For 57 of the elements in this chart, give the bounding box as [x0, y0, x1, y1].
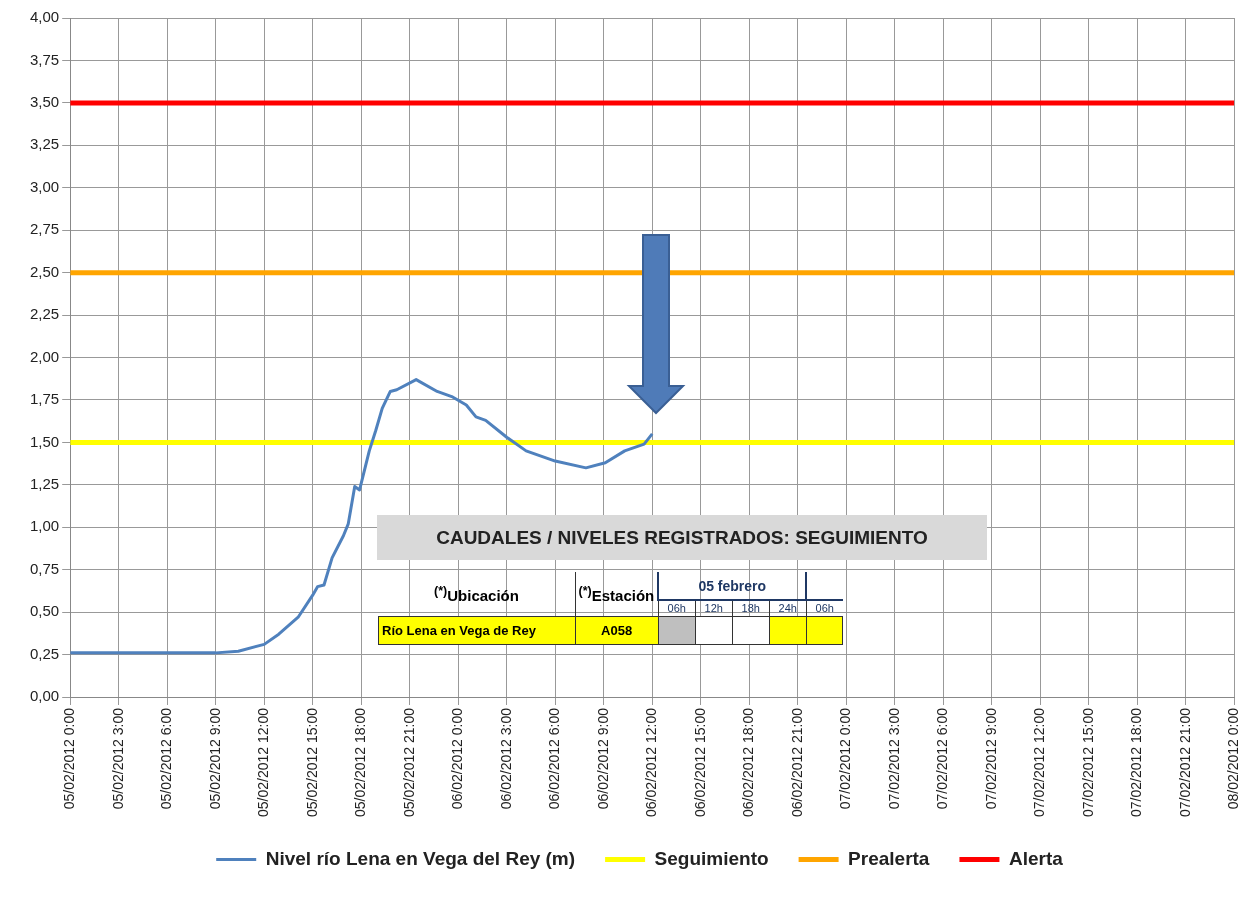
x-tick-label: 06/02/2012 9:00: [594, 707, 611, 810]
legend-label: Seguimiento: [654, 847, 769, 869]
legend-label: Nivel río Lena en Vega del Rey (m): [265, 847, 576, 869]
annotation: $^{(*)}$Ubicación: [378, 572, 575, 616]
x-tick-label: 06/02/2012 15:00: [691, 707, 708, 818]
y-tick-label: 3,50: [29, 93, 60, 111]
x-tick-label: 07/02/2012 21:00: [1176, 707, 1193, 818]
y-tick-label: 3,25: [29, 135, 60, 153]
annotation: 18h: [732, 600, 770, 616]
y-tick-label: 0,75: [29, 559, 60, 577]
y-tick-label: 0,25: [29, 644, 60, 662]
x-tick-label: 06/02/2012 6:00: [546, 707, 563, 810]
x-tick-label: 06/02/2012 12:00: [643, 707, 660, 818]
x-tick-label: 05/02/2012 18:00: [352, 707, 369, 818]
y-tick-label: 1,50: [29, 432, 60, 450]
y-tick-label: 1,00: [29, 517, 60, 535]
x-tick-label: 07/02/2012 6:00: [934, 707, 951, 810]
x-tick-label: 06/02/2012 3:00: [497, 707, 514, 810]
annotation: 06h: [658, 600, 696, 616]
x-tick-label: 07/02/2012 3:00: [885, 707, 902, 810]
x-tick-label: 07/02/2012 12:00: [1031, 707, 1048, 818]
x-tick-label: 08/02/2012 0:00: [1225, 707, 1242, 810]
x-tick-label: 05/02/2012 12:00: [255, 707, 272, 818]
legend-label: Alerta: [1008, 847, 1064, 869]
y-tick-label: 2,25: [29, 305, 60, 323]
annotation: 05 febrero: [658, 572, 807, 600]
annotation: 24h: [769, 600, 807, 616]
y-tick-label: 1,25: [29, 474, 60, 492]
x-tick-label: 05/02/2012 15:00: [303, 707, 320, 818]
x-tick-label: 05/02/2012 6:00: [158, 707, 175, 810]
annotation: 12h: [695, 600, 733, 616]
y-tick-label: 3,00: [29, 177, 60, 195]
x-tick-label: 07/02/2012 18:00: [1128, 707, 1145, 818]
x-tick-label: 05/02/2012 21:00: [400, 707, 417, 818]
y-tick-label: 2,00: [29, 347, 60, 365]
y-tick-label: 2,75: [29, 220, 60, 238]
annotation: $^{(*)}$Estación: [577, 582, 656, 606]
annotation: 06h: [806, 600, 843, 616]
annotation: CAUDALES / NIVELES REGISTRADOS: SEGUIMIENTO: [377, 515, 987, 560]
legend-label: Prealerta: [848, 847, 930, 869]
x-tick-label: 06/02/2012 21:00: [788, 707, 805, 818]
y-tick-label: 1,75: [29, 390, 60, 408]
x-tick-label: 07/02/2012 0:00: [837, 707, 854, 810]
x-tick-label: 05/02/2012 3:00: [109, 707, 126, 810]
annotation: Río Lena en Vega de Rey: [378, 616, 575, 644]
annotation: A058: [575, 616, 659, 644]
x-tick-label: 07/02/2012 9:00: [982, 707, 999, 810]
y-tick-label: 2,50: [29, 262, 60, 280]
y-tick-label: 4,00: [29, 8, 60, 26]
x-tick-label: 06/02/2012 0:00: [449, 707, 466, 810]
y-tick-label: 0,50: [29, 602, 60, 620]
y-tick-label: 3,75: [29, 50, 60, 68]
x-tick-label: 05/02/2012 0:00: [61, 707, 78, 810]
x-tick-label: 07/02/2012 15:00: [1079, 707, 1096, 818]
y-tick-label: 0,00: [29, 687, 60, 705]
x-tick-label: 05/02/2012 9:00: [206, 707, 223, 810]
x-tick-label: 06/02/2012 18:00: [740, 707, 757, 818]
